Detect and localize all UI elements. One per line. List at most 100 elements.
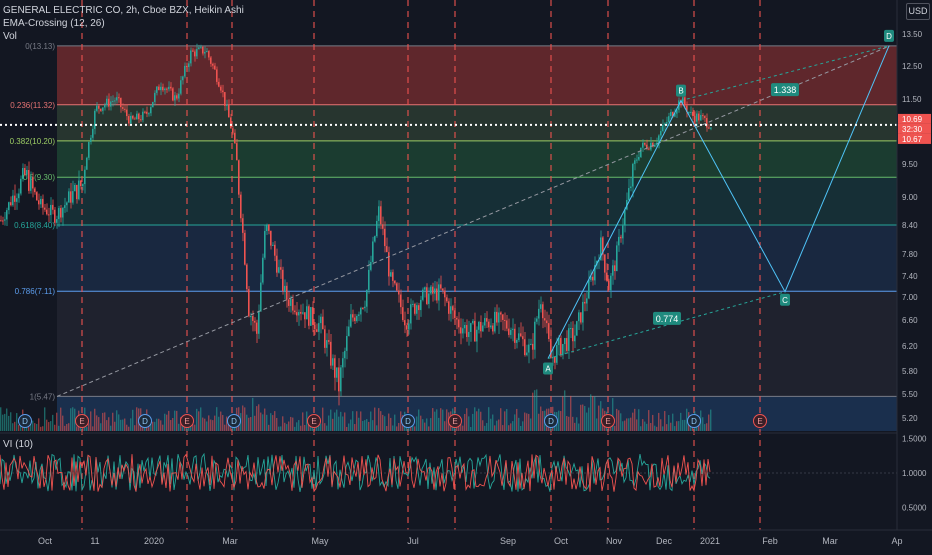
- volume-bar: [634, 408, 636, 431]
- event-marker[interactable]: E: [601, 414, 615, 428]
- candle-body: [448, 301, 450, 314]
- candle-body: [106, 98, 108, 105]
- event-marker-circle: [687, 414, 701, 428]
- candle-body: [382, 224, 384, 229]
- candle-body: [328, 340, 330, 342]
- time-axis-tick: May: [311, 536, 329, 546]
- time-axis-tick: Feb: [762, 536, 778, 546]
- harmonic-point-d[interactable]: D: [884, 29, 894, 42]
- candle-body: [76, 184, 78, 200]
- candle-body: [486, 318, 488, 322]
- event-marker[interactable]: D: [687, 414, 701, 428]
- candle-body: [592, 276, 594, 281]
- volume-bar: [62, 415, 64, 431]
- event-marker[interactable]: E: [180, 414, 194, 428]
- candle-body: [604, 254, 606, 273]
- volume-bar: [514, 414, 516, 431]
- volume-bar: [654, 425, 656, 431]
- volume-bar: [614, 425, 616, 431]
- candle-body: [698, 113, 700, 121]
- event-marker[interactable]: E: [448, 414, 462, 428]
- ema-indicator-label[interactable]: EMA-Crossing (12, 26): [3, 18, 105, 29]
- harmonic-point-b[interactable]: B: [676, 84, 686, 97]
- volume-bar: [210, 419, 212, 431]
- volume-bar: [50, 421, 52, 431]
- volume-bar: [490, 418, 492, 431]
- volume-bar: [260, 412, 262, 431]
- volume-bar: [328, 415, 330, 431]
- candle-body: [38, 200, 40, 205]
- event-marker-label: D: [22, 417, 28, 426]
- candle-body: [8, 202, 10, 211]
- candle-body: [406, 325, 408, 330]
- volume-bar: [662, 426, 664, 431]
- candle-body: [252, 316, 254, 321]
- candle-body: [52, 204, 54, 210]
- volume-bar: [284, 422, 286, 431]
- event-marker[interactable]: D: [18, 414, 32, 428]
- volume-indicator-label[interactable]: Vol: [3, 31, 17, 42]
- volume-bar: [464, 413, 466, 431]
- volume-bar: [18, 424, 20, 431]
- volume-bar: [656, 426, 658, 431]
- candle-body: [600, 237, 602, 261]
- candle-body: [492, 325, 494, 332]
- candle-body: [380, 206, 382, 225]
- event-marker[interactable]: E: [307, 414, 321, 428]
- volume-bar: [274, 411, 276, 431]
- candle-body: [184, 65, 186, 77]
- candle-body: [152, 101, 154, 108]
- volume-bar: [562, 396, 564, 431]
- volume-bar: [642, 419, 644, 431]
- candle-body: [270, 230, 272, 246]
- volume-bar: [666, 424, 668, 431]
- symbol-title[interactable]: GENERAL ELECTRIC CO, 2h, Cboe BZX, Heiki…: [3, 5, 244, 16]
- volume-bar: [268, 424, 270, 431]
- currency-button[interactable]: USD: [906, 3, 930, 20]
- event-marker[interactable]: D: [138, 414, 152, 428]
- volume-bar: [624, 420, 626, 431]
- harmonic-ratio-badge[interactable]: 1.338: [771, 83, 799, 97]
- candle-body: [256, 322, 258, 334]
- volume-bar: [48, 422, 50, 431]
- candle-body: [186, 65, 188, 68]
- fib-band: [57, 225, 897, 292]
- harmonic-ratio-badge[interactable]: 0.774: [653, 311, 681, 325]
- time-axis-tick: Sep: [500, 536, 516, 546]
- volume-bar: [46, 419, 48, 431]
- candle-body: [602, 237, 604, 255]
- candle-body: [434, 288, 436, 294]
- event-marker[interactable]: D: [544, 414, 558, 428]
- event-marker[interactable]: E: [753, 414, 767, 428]
- volume-bar: [80, 425, 82, 431]
- candle-body: [574, 335, 576, 342]
- vi-indicator-label[interactable]: VI (10): [3, 439, 34, 450]
- volume-bar: [248, 417, 250, 431]
- candle-body: [62, 207, 64, 218]
- volume-bar: [126, 424, 128, 431]
- event-marker[interactable]: D: [401, 414, 415, 428]
- event-marker[interactable]: E: [75, 414, 89, 428]
- candle-body: [342, 358, 344, 368]
- candle-body: [204, 51, 206, 54]
- candle-body: [18, 193, 20, 199]
- volume-bar: [338, 416, 340, 431]
- volume-bar: [292, 417, 294, 431]
- harmonic-point-c[interactable]: C: [780, 293, 790, 306]
- volume-bar: [128, 426, 130, 431]
- harmonic-point-a[interactable]: A: [543, 362, 553, 375]
- event-marker[interactable]: D: [227, 414, 241, 428]
- candle-body: [144, 111, 146, 113]
- volume-bar: [578, 423, 580, 431]
- candle-body: [710, 127, 712, 129]
- price-marker: 32:30: [898, 123, 931, 134]
- candle-body: [700, 115, 702, 121]
- volume-bar: [480, 411, 482, 431]
- candle-body: [136, 113, 138, 120]
- candle-body: [86, 157, 88, 170]
- event-marker-circle: [448, 414, 462, 428]
- volume-bar: [308, 420, 310, 431]
- candle-body: [168, 86, 170, 90]
